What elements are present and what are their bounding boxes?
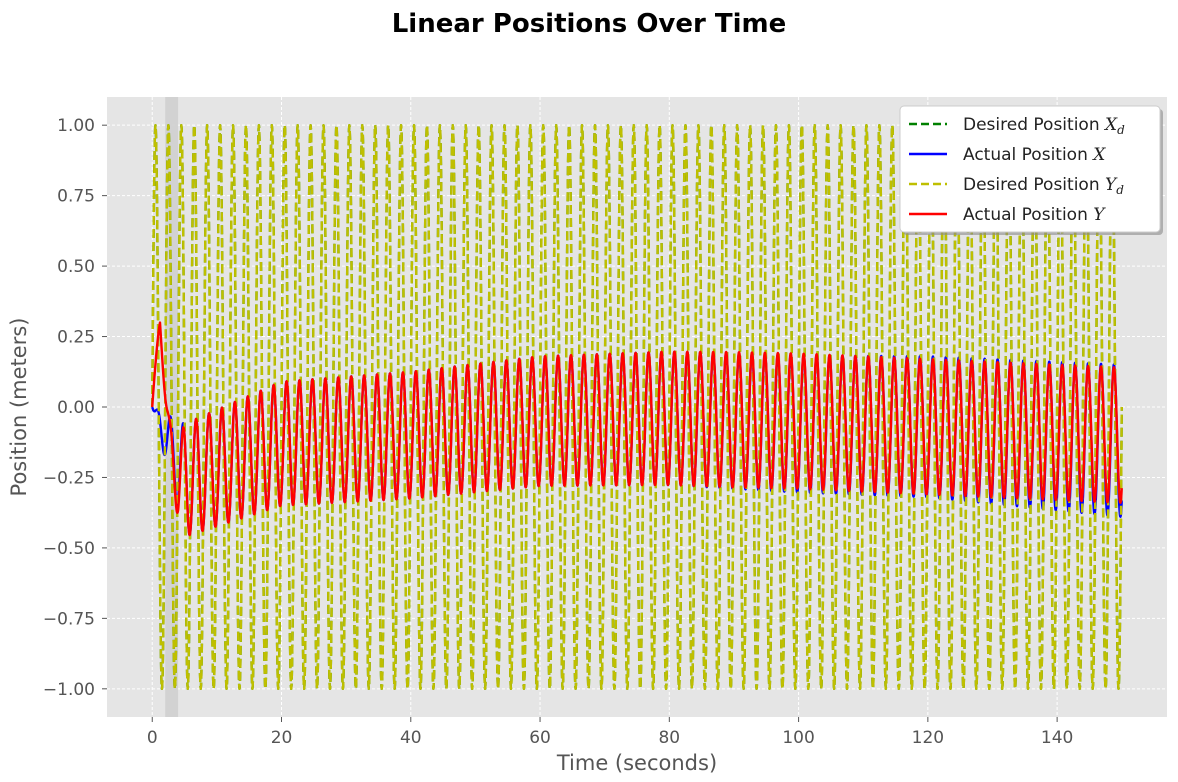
y-tick-label: 0.00 [57,398,95,418]
y-tick-label: 0.50 [57,257,95,277]
x-tick-label: 0 [147,728,158,748]
y-tick-label: −0.50 [43,539,95,559]
x-tick-label: 20 [271,728,293,748]
y-axis-label: Position (meters) [7,318,31,497]
series-layer [151,123,1123,691]
y-axis-ticks: 1.00 0.75 0.50 0.25 0.00 −0.25 −0.50 −0.75 −1.00 [43,116,107,700]
x-tick-label: 100 [782,728,814,748]
y-tick-label: −1.00 [43,680,95,700]
legend-label: Actual Position Y [963,205,1106,225]
x-axis-ticks: 0 20 40 60 80 100 120 140 [147,717,1073,748]
y-tick-label: −0.75 [43,609,95,629]
x-tick-label: 120 [912,728,944,748]
legend-label: Desired Position Xd [963,115,1125,137]
x-tick-label: 80 [658,728,680,748]
y-tick-label: −0.25 [43,468,95,488]
legend-label: Actual Position X [963,145,1106,165]
legend-label: Desired Position Yd [963,175,1124,197]
legend-box [899,105,1161,233]
legend: Desired Position Xd Actual Position X Desi… [899,105,1163,235]
chart-title: Linear Positions Over Time [392,9,787,39]
y-tick-label: 1.00 [57,116,95,136]
x-tick-label: 60 [529,728,551,748]
x-tick-label: 140 [1041,728,1073,748]
x-tick-label: 40 [400,728,422,748]
y-tick-label: 0.75 [57,187,95,207]
series-line-4 [151,321,1123,537]
y-tick-label: 0.25 [57,328,95,348]
x-axis-label: Time (seconds) [556,751,717,775]
